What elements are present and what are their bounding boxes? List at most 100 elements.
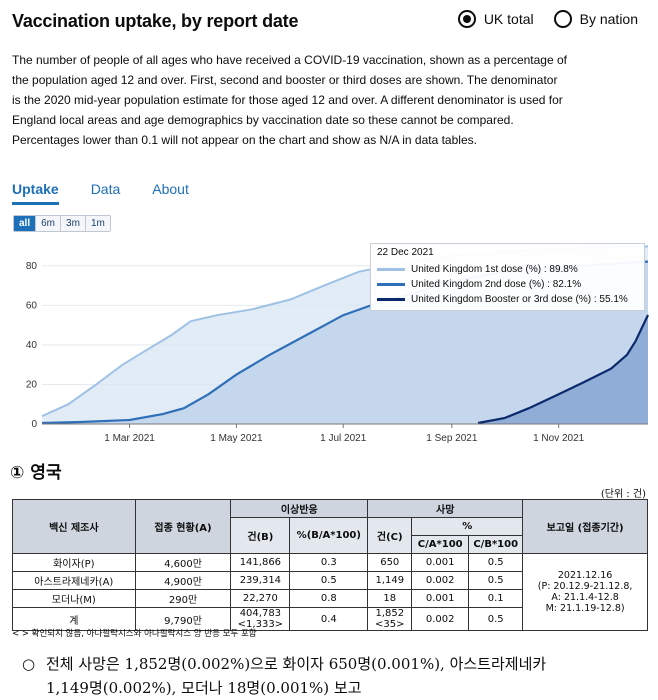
cell-ca: 0.001 [411, 553, 470, 572]
tab-data[interactable]: Data [90, 181, 121, 197]
cell-a: 4,900만 [134, 571, 232, 590]
y-tick-label: 40 [26, 340, 38, 351]
cell-ca: 0.001 [411, 589, 470, 608]
tooltip-third-text: United Kingdom Booster or 3rd dose (%) :… [411, 294, 628, 305]
section-heading-uk: ① 영국 [10, 463, 62, 483]
y-tick-label: 60 [26, 300, 38, 311]
chart-tooltip: 22 Dec 2021 United Kingdom 1st dose (%) … [370, 243, 645, 311]
cell-ca: 0.002 [411, 571, 470, 590]
tab-uptake[interactable]: Uptake [12, 181, 59, 205]
header-status: 접종 현황(A) [134, 499, 232, 554]
cell-b: 404,783 <1,333> [230, 607, 291, 631]
view-toggle: UK total By nation [457, 10, 638, 28]
tooltip-row-first: United Kingdom 1st dose (%) : 89.8% [377, 262, 638, 277]
summary-text-2: 1,149명(0.002%), 모더나 18명(0.001%) 보고 [46, 679, 362, 697]
y-tick-label: 80 [26, 261, 38, 272]
y-tick-label: 0 [31, 419, 37, 430]
range-selector: all 6m 3m 1m [13, 215, 111, 232]
cell-a: 9,790만 [134, 607, 232, 631]
tab-about[interactable]: About [152, 181, 189, 197]
radio-checked-icon[interactable] [457, 10, 476, 28]
x-tick-label: 1 Mar 2021 [104, 433, 155, 444]
cell-b-value: 404,783 [239, 608, 282, 619]
cell-maker: 계 [12, 607, 136, 631]
header-death: 사망 [367, 499, 524, 518]
cell-c-value: 1,852 [375, 608, 405, 619]
cell-a: 4,600만 [134, 553, 232, 572]
tooltip-first-text: United Kingdom 1st dose (%) : 89.8% [411, 264, 578, 275]
cell-c: 1,852 <35> [367, 607, 413, 631]
cell-report: 2021.12.16 (P: 20.12.9-21.12.8, A: 21.1.… [522, 553, 648, 631]
third-dose-line [477, 314, 649, 425]
cell-c: 18 [367, 589, 413, 608]
y-tick-label: 20 [26, 379, 38, 390]
cell-ba: 0.5 [289, 571, 369, 590]
tooltip-second-text: United Kingdom 2nd dose (%) : 82.1% [411, 279, 582, 290]
range-6m-button[interactable]: 6m [36, 216, 62, 231]
cell-b: 239,314 [230, 571, 291, 590]
x-tick-label: 1 Jul 2021 [320, 433, 367, 444]
x-tick-label: 1 Nov 2021 [533, 433, 585, 444]
summary-line-1: ○ 전체 사망은 1,852명(0.002%)으로 화이자 650명(0.001%… [22, 652, 647, 676]
table-row: 화이자(P) 4,600만 141,866 0.3 650 0.001 0.5 … [12, 553, 648, 631]
header-cb: C/B*100 [468, 535, 524, 554]
x-tick-label: 1 May 2021 [210, 433, 263, 444]
cell-b: 22,270 [230, 589, 291, 608]
tab-bar: Uptake Data About [12, 181, 189, 205]
cell-maker: 아스트라제네카(A) [12, 571, 136, 590]
cell-maker: 모더나(M) [12, 589, 136, 608]
cell-b: 141,866 [230, 553, 291, 572]
cell-maker: 화이자(P) [12, 553, 136, 572]
chart-description: The number of people of all ages who hav… [12, 53, 567, 147]
third-dose-swatch [377, 298, 405, 301]
range-3m-button[interactable]: 3m [61, 216, 86, 231]
radio-unchecked-icon[interactable] [553, 10, 572, 28]
cell-cb: 0.5 [468, 571, 524, 590]
table-row: 모더나(M) 290만 22,270 0.8 18 0.001 0.1 [12, 589, 648, 608]
cell-b-unconfirmed: <1,333> [237, 619, 284, 630]
cell-a: 290만 [134, 589, 232, 608]
first-dose-swatch [377, 268, 405, 271]
x-tick-label: 1 Sep 2021 [426, 433, 478, 444]
second-dose-swatch [377, 283, 405, 286]
bullet-circle-icon: ○ [22, 655, 36, 673]
cell-c-unconfirmed: <35> [375, 619, 405, 630]
summary-text-1: 전체 사망은 1,852명(0.002%)으로 화이자 650명(0.001%)… [46, 655, 547, 673]
header-pct: % [411, 517, 524, 536]
radio-by-nation-label: By nation [579, 11, 638, 27]
report-line: 2021.12.16 [557, 570, 613, 581]
cell-ba: 0.8 [289, 589, 369, 608]
report-line: M: 21.1.19-12.8) [545, 603, 625, 614]
radio-uk-total-label: UK total [483, 11, 534, 27]
header-report: 보고일 (접종기간) [522, 499, 648, 554]
header-adverse: 이상반응 [230, 499, 369, 518]
header-pct-ba: %(B/A*100) [289, 517, 369, 554]
radio-uk-total[interactable]: UK total [457, 10, 534, 28]
unit-label: (단위 : 건) [600, 489, 646, 500]
header-count-b: 건(B) [230, 517, 291, 554]
summary-bullet: ○ 전체 사망은 1,852명(0.002%)으로 화이자 650명(0.001%… [22, 652, 647, 700]
cell-c: 1,149 [367, 571, 413, 590]
tooltip-row-third: United Kingdom Booster or 3rd dose (%) :… [377, 292, 638, 307]
adverse-reaction-table: 백신 제조사 접종 현황(A) 이상반응 사망 보고일 (접종기간) 건(B) … [12, 499, 648, 631]
page-title: Vaccination uptake, by report date [12, 11, 299, 31]
report-line: A: 21.1.4-12.8 [551, 592, 619, 603]
table-note: < > 확인되지 않음, 아나필락시스와 아나필락시스 양 반응 모두 포함 [12, 629, 257, 639]
radio-by-nation[interactable]: By nation [553, 10, 638, 28]
tooltip-row-second: United Kingdom 2nd dose (%) : 82.1% [377, 277, 638, 292]
header-ca: C/A*100 [411, 535, 470, 554]
table-row: 아스트라제네카(A) 4,900만 239,314 0.5 1,149 0.00… [12, 571, 648, 590]
cell-cb: 0.1 [468, 589, 524, 608]
table-row-total: 계 9,790만 404,783 <1,333> 0.4 1,852 <35> … [12, 607, 648, 631]
cell-cb: 0.5 [468, 553, 524, 572]
range-all-button[interactable]: all [14, 216, 37, 231]
range-1m-button[interactable]: 1m [85, 216, 110, 231]
header-count-c: 건(C) [367, 517, 413, 554]
cell-cb: 0.5 [468, 607, 524, 631]
cell-ca: 0.002 [411, 607, 470, 631]
header-manufacturer: 백신 제조사 [12, 499, 136, 554]
cell-ba: 0.3 [289, 553, 369, 572]
third-dose-area [478, 315, 648, 424]
cell-c: 650 [367, 553, 413, 572]
report-line: (P: 20.12.9-21.12.8, [537, 581, 633, 592]
